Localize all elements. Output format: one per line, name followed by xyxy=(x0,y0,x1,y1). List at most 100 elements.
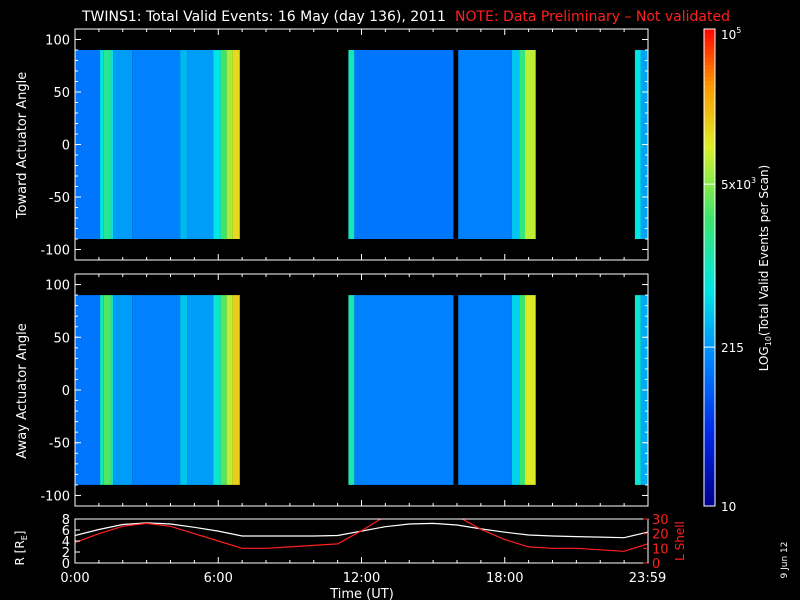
away-band-13 xyxy=(354,295,454,485)
colorbar-cell xyxy=(704,64,715,70)
time-xtick-label-1: 6:00 xyxy=(204,571,233,586)
away-ytick-label-4: -100 xyxy=(40,489,70,504)
colorbar-cell xyxy=(704,462,715,467)
colorbar-cell xyxy=(704,291,715,296)
toward-ytick-label-4: -100 xyxy=(40,244,70,259)
colorbar-tick-label-3: 10 xyxy=(721,500,736,514)
colorbar-cell xyxy=(704,247,715,253)
colorbar-tick-label-1: 5x103 xyxy=(721,176,756,192)
colorbar-cell xyxy=(704,486,715,491)
toward-band-5 xyxy=(132,50,181,239)
colorbar-cell xyxy=(704,402,715,408)
away-band-4 xyxy=(113,295,133,485)
colorbar-cell xyxy=(704,152,715,157)
colorbar-cell xyxy=(704,494,715,499)
toward-band-3 xyxy=(110,50,114,239)
toward-band-8 xyxy=(213,50,221,239)
toward-band-11 xyxy=(232,50,240,239)
toward-band-2 xyxy=(103,50,111,239)
colorbar-cell xyxy=(704,263,715,269)
colorbar-cell xyxy=(704,124,715,129)
away-band-1 xyxy=(100,295,104,485)
away-band-5 xyxy=(132,295,181,485)
toward-band-14 xyxy=(458,50,512,239)
colorbar-cell xyxy=(704,168,715,173)
colorbar-cell xyxy=(704,207,715,213)
colorbar-cell xyxy=(704,104,715,110)
colorbar-cell xyxy=(704,140,715,145)
toward-band-6 xyxy=(180,50,188,239)
lshell-axis-title: L Shell xyxy=(673,521,687,561)
lshell-ytick-label-2: 20 xyxy=(652,528,669,543)
colorbar-cell xyxy=(704,502,715,507)
colorbar-cell xyxy=(704,374,715,380)
figure-title: TWINS1: Total Valid Events: 16 May (day … xyxy=(81,9,446,25)
away-panel: 100 50 0 -50 -100 xyxy=(40,273,649,507)
colorbar-cell xyxy=(704,426,715,432)
away-band-6 xyxy=(180,295,188,485)
colorbar-cell xyxy=(704,164,715,169)
r-ytick-label-4: 8 xyxy=(62,513,70,528)
colorbar-cell xyxy=(704,68,715,74)
colorbar-cell xyxy=(704,188,715,193)
colorbar-cell xyxy=(704,84,715,90)
away-band-16 xyxy=(519,295,526,485)
colorbar-cell xyxy=(704,219,715,225)
colorbar-cell xyxy=(704,160,715,165)
time-xtick-label-3: 18:00 xyxy=(486,571,523,586)
colorbar-cell xyxy=(704,172,715,177)
r-ytick-label-1: 2 xyxy=(62,546,70,561)
away-band-17 xyxy=(525,295,536,485)
colorbar-cell xyxy=(704,88,715,94)
colorbar-cell xyxy=(704,438,715,444)
time-xtick-label-4: 23:59 xyxy=(629,571,666,586)
colorbar-cell xyxy=(704,156,715,161)
away-axis-title: Away Actuator Angle xyxy=(15,323,30,458)
toward-band-10 xyxy=(226,50,233,239)
colorbar-cell xyxy=(704,418,715,424)
colorbar-cell xyxy=(704,44,715,50)
colorbar-cell xyxy=(704,335,715,340)
colorbar-cell xyxy=(704,466,715,471)
colorbar-cell xyxy=(704,72,715,78)
time-xtick-label-2: 12:00 xyxy=(343,571,380,586)
colorbar-cell xyxy=(704,366,715,372)
colorbar-label: LOG10(Total Valid Events per Scan) xyxy=(757,165,773,372)
r-ytick-label-2: 4 xyxy=(62,535,70,550)
colorbar-cell xyxy=(704,354,715,360)
colorbar-cell xyxy=(704,120,715,126)
colorbar-cell xyxy=(704,76,715,82)
time-axis-title: Time (UT) xyxy=(329,587,394,600)
away-band-18 xyxy=(634,295,641,485)
colorbar-cell xyxy=(704,211,715,217)
colorbar-cell xyxy=(704,394,715,400)
away-ytick-label-3: -50 xyxy=(49,437,70,452)
away-ytick-label-2: 0 xyxy=(62,384,70,399)
colorbar-cell xyxy=(704,434,715,440)
toward-panel: 100 50 0 -50 -100 xyxy=(40,28,649,261)
colorbar-tick-label-2: 215 xyxy=(721,341,744,355)
colorbar-cell xyxy=(704,215,715,221)
toward-band-18 xyxy=(634,50,641,239)
toward-ytick-label-1: 50 xyxy=(53,86,70,101)
colorbar-cell xyxy=(704,287,715,292)
colorbar-cell xyxy=(704,422,715,428)
colorbar-cell xyxy=(704,223,715,229)
colorbar-cell xyxy=(704,498,715,503)
colorbar-cell xyxy=(704,32,715,38)
toward-band-1 xyxy=(100,50,104,239)
colorbar-cell xyxy=(704,56,715,62)
colorbar-cell xyxy=(704,358,715,364)
toward-ytick-label-2: 0 xyxy=(62,139,70,154)
r-axis-title: R [RE] xyxy=(13,531,29,566)
r-ytick-label-0: 0 xyxy=(62,557,70,572)
colorbar-cell xyxy=(704,235,715,241)
colorbar-cell xyxy=(704,446,715,451)
away-band-11 xyxy=(232,295,240,485)
colorbar-cell xyxy=(704,378,715,384)
colorbar-cell xyxy=(704,52,715,58)
colorbar-cell xyxy=(704,398,715,404)
colorbar-cell xyxy=(704,29,715,34)
colorbar-cell xyxy=(704,184,715,189)
